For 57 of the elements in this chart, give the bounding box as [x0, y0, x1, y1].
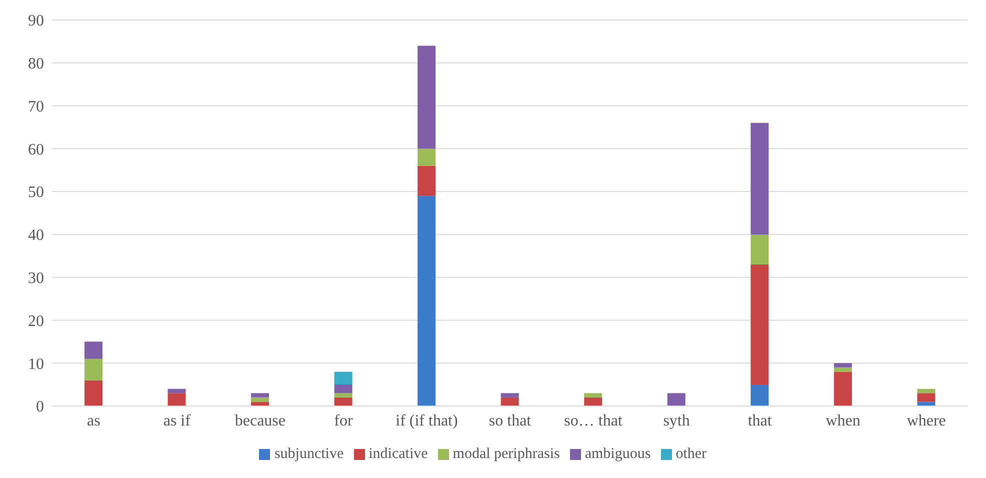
- bar: [251, 402, 270, 406]
- y-tick-label: 10: [28, 356, 44, 373]
- bar: [500, 393, 519, 398]
- bar: [584, 397, 602, 406]
- legend-label: modal periphrasis: [452, 446, 560, 462]
- x-tick-label: as if: [163, 412, 192, 430]
- bar: [667, 393, 686, 406]
- x-tick-label: that: [748, 412, 772, 430]
- legend-label: subjunctive: [274, 446, 344, 462]
- bar: [750, 384, 769, 406]
- bar: [418, 46, 436, 149]
- y-tick-label: 90: [28, 12, 44, 30]
- x-tick-label: so… that: [564, 412, 623, 430]
- bar: [84, 358, 102, 380]
- legend-label: ambiguous: [584, 446, 651, 462]
- y-tick-label: 70: [28, 98, 44, 116]
- bar: [84, 342, 102, 359]
- y-tick-label: 0: [36, 398, 44, 416]
- bar: [334, 393, 352, 398]
- x-tick-label: when: [826, 412, 860, 430]
- x-tick-label: where: [906, 412, 946, 430]
- bar: [168, 393, 186, 406]
- y-tick-label: 40: [28, 227, 44, 244]
- bar: [334, 384, 352, 394]
- x-tick-label: if (if that): [396, 412, 458, 430]
- bar: [418, 196, 436, 406]
- bar: [750, 234, 769, 264]
- bar: [500, 397, 519, 406]
- bar: [334, 397, 352, 406]
- bar: [834, 367, 852, 372]
- x-tick-label: so that: [488, 412, 532, 430]
- bar: [334, 372, 352, 385]
- bar: [584, 393, 602, 398]
- legend-label: other: [676, 446, 707, 462]
- y-tick-label: 50: [28, 184, 44, 202]
- bar: [834, 363, 852, 368]
- bar: [84, 380, 102, 406]
- bar: [418, 166, 436, 196]
- y-tick-label: 60: [28, 141, 44, 158]
- legend-label: indicative: [368, 446, 428, 462]
- bar: [750, 264, 769, 385]
- bar: [834, 372, 852, 406]
- bar: [251, 393, 270, 398]
- x-tick-label: syth: [663, 412, 690, 430]
- x-tick-label: as: [86, 412, 100, 430]
- x-tick-label: for: [334, 412, 354, 430]
- bar: [168, 388, 186, 394]
- x-tick-label: because: [234, 412, 286, 430]
- bar: [917, 388, 936, 394]
- bar: [917, 393, 936, 402]
- y-tick-label: 30: [28, 270, 44, 288]
- bar: [750, 122, 769, 234]
- bar: [418, 148, 436, 166]
- bar: [251, 397, 270, 402]
- y-tick-label: 80: [28, 56, 44, 73]
- bar: [917, 402, 936, 406]
- y-tick-label: 20: [28, 312, 44, 330]
